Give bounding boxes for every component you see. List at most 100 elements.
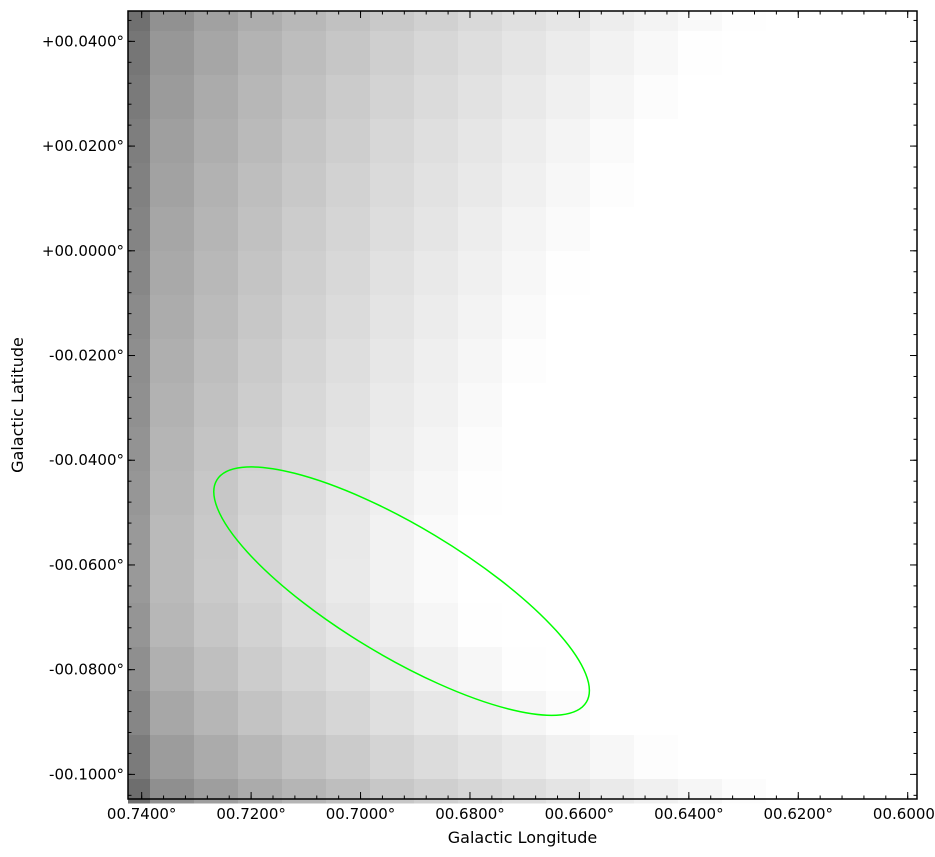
heatmap-pixel (194, 735, 239, 780)
heatmap-pixel (194, 515, 239, 560)
heatmap-pixel (854, 559, 900, 604)
heatmap-pixel (414, 427, 459, 472)
heatmap-pixel (326, 163, 371, 208)
heatmap-pixel (370, 163, 415, 208)
heatmap-pixel (546, 75, 591, 120)
heatmap-pixel (414, 75, 459, 120)
heatmap-pixel (282, 383, 327, 428)
heatmap-pixel (458, 735, 503, 780)
heatmap-pixel (238, 779, 283, 804)
heatmap-pixel (854, 251, 900, 296)
heatmap-pixel (238, 295, 283, 340)
heatmap-pixel (678, 559, 723, 604)
heatmap-pixel (238, 427, 283, 472)
heatmap-pixel (590, 251, 635, 296)
heatmap-pixel (128, 31, 151, 76)
heatmap-pixel (766, 779, 811, 804)
heatmap-pixel (722, 31, 767, 76)
heatmap-pixel (810, 603, 855, 648)
heatmap-pixel (766, 31, 811, 76)
heatmap-pixel (414, 515, 459, 560)
heatmap-pixel (546, 383, 591, 428)
heatmap-pixel (194, 427, 239, 472)
heatmap-pixel (370, 691, 415, 736)
heatmap-pixel (546, 471, 591, 516)
heatmap-pixel (458, 603, 503, 648)
heatmap-pixel (128, 163, 151, 208)
heatmap-pixel (238, 11, 283, 32)
heatmap-pixel (722, 75, 767, 120)
heatmap-pixel (128, 75, 151, 120)
x-axis-label: Galactic Longitude (448, 828, 597, 847)
heatmap-pixel (370, 251, 415, 296)
heatmap-pixel (722, 251, 767, 296)
heatmap-pixel (128, 471, 151, 516)
heatmap-pixel (678, 383, 723, 428)
heatmap-pixel (502, 559, 547, 604)
heatmap-pixel (128, 559, 151, 604)
heatmap-pixel (326, 603, 371, 648)
heatmap-pixel (326, 471, 371, 516)
heatmap-pixel (590, 427, 635, 472)
heatmap-pixel (414, 647, 459, 692)
heatmap-image (128, 11, 900, 804)
y-tick-label: -00.0800° (49, 661, 124, 679)
heatmap-pixel (810, 163, 855, 208)
heatmap-pixel (678, 163, 723, 208)
x-tick-labels: 00.7400° 00.7200° 00.7000° 00.6800° 00.6600°… (107, 805, 935, 823)
heatmap-pixel (414, 559, 459, 604)
heatmap-pixel (238, 207, 283, 252)
y-axis-label: Galactic Latitude (8, 337, 27, 473)
y-tick-label: +00.0400° (42, 32, 124, 50)
heatmap-pixel (414, 11, 459, 32)
heatmap-pixel (546, 163, 591, 208)
heatmap-pixel (194, 691, 239, 736)
heatmap-pixel (150, 295, 195, 340)
heatmap-pixel (502, 339, 547, 384)
heatmap-pixel (722, 471, 767, 516)
heatmap-pixel (634, 31, 679, 76)
heatmap-pixel (194, 295, 239, 340)
heatmap-pixel (722, 427, 767, 472)
heatmap-pixel (590, 383, 635, 428)
heatmap-pixel (766, 515, 811, 560)
heatmap-pixel (854, 31, 900, 76)
heatmap-pixel (326, 647, 371, 692)
heatmap-pixel (458, 515, 503, 560)
heatmap-pixel (634, 251, 679, 296)
y-tick-label: +00.0200° (42, 137, 124, 155)
heatmap-pixel (854, 427, 900, 472)
heatmap-pixel (326, 119, 371, 164)
heatmap-pixel (150, 163, 195, 208)
heatmap-pixel (810, 383, 855, 428)
heatmap-pixel (238, 515, 283, 560)
heatmap-pixel (810, 295, 855, 340)
heatmap-pixel (502, 251, 547, 296)
heatmap-pixel (766, 559, 811, 604)
heatmap-pixel (722, 119, 767, 164)
heatmap-pixel (634, 207, 679, 252)
heatmap-pixel (370, 427, 415, 472)
heatmap-pixel (854, 11, 900, 32)
heatmap-pixel (326, 339, 371, 384)
heatmap-pixel (854, 691, 900, 736)
heatmap-pixel (150, 427, 195, 472)
heatmap-pixel (590, 735, 635, 780)
heatmap-pixel (282, 295, 327, 340)
heatmap-pixel (326, 779, 371, 804)
heatmap-pixel (150, 559, 195, 604)
heatmap-pixel (326, 295, 371, 340)
heatmap-pixel (128, 735, 151, 780)
heatmap-pixel (546, 559, 591, 604)
heatmap-pixel (678, 515, 723, 560)
heatmap-pixel (150, 691, 195, 736)
heatmap-pixel (326, 75, 371, 120)
heatmap-pixel (128, 647, 151, 692)
heatmap-pixel (282, 471, 327, 516)
heatmap-pixel (326, 735, 371, 780)
heatmap-pixel (370, 779, 415, 804)
heatmap-pixel (854, 119, 900, 164)
heatmap-pixel (282, 11, 327, 32)
heatmap-pixel (458, 251, 503, 296)
